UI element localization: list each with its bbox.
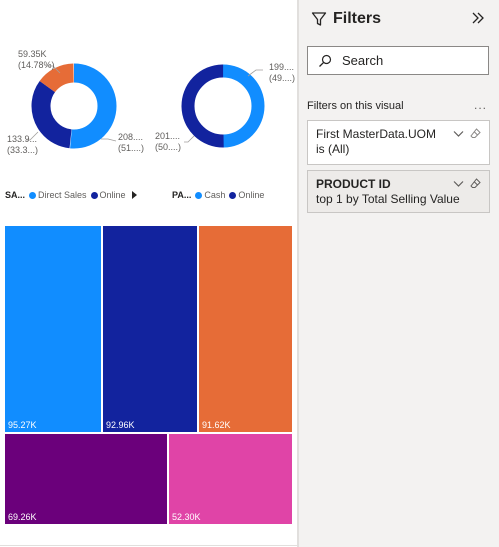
filter-card-title: PRODUCT ID (316, 177, 391, 191)
donut-left-label-2: 208.... (51....) (118, 132, 144, 154)
legend-label: Online (238, 190, 265, 200)
leader-line (184, 135, 195, 143)
label-value: 59.35K (18, 49, 47, 59)
donut-left-legend: SA... Direct Sales Online (5, 190, 137, 200)
collapse-pane-icon[interactable] (471, 11, 485, 30)
filter-card-subtitle: is (All) (316, 142, 350, 156)
label-value: 201.... (155, 131, 181, 141)
filters-pane: Filters Filters on this visual ... First… (299, 0, 499, 547)
donut-left-label-1: 59.35K (14.78%) (18, 49, 55, 71)
leader-line (101, 138, 117, 142)
donut-right-label-2: 201.... (50....) (155, 131, 181, 153)
donut-right-slices (181, 64, 265, 148)
filters-title: Filters (333, 10, 382, 27)
legend-dot (90, 191, 98, 199)
label-percent: (51....) (118, 143, 145, 153)
label-value: 199.... (269, 62, 295, 72)
treemap-tile[interactable]: 92.96K (102, 225, 198, 433)
search-icon (319, 54, 332, 67)
donut-left-slice-direct-sales[interactable] (31, 63, 117, 149)
label-value: 208.... (118, 132, 144, 142)
filter-funnel-icon (311, 12, 327, 26)
label-percent: (50....) (155, 142, 182, 152)
legend-dot (229, 191, 237, 199)
donut-left-slice-online[interactable] (31, 63, 117, 149)
label-value: 133.9... (7, 134, 38, 144)
label-percent: (14.78%) (18, 60, 55, 70)
filters-on-visual-label: Filters on this visual (307, 100, 404, 112)
tile-value-label: 52.30K (172, 512, 201, 522)
legend-dot (195, 191, 203, 199)
tile-value-label: 92.96K (106, 420, 135, 430)
sales-channel-donut-chart[interactable] (0, 40, 150, 170)
filter-card-uom[interactable]: First MasterData.UOM is (All) (307, 120, 490, 165)
legend-label: Online (99, 190, 126, 200)
donut-right-legend: PA... Cash Online (172, 190, 268, 200)
donut-right-label-1: 199.... (49....) (269, 62, 295, 84)
search-input[interactable] (340, 52, 474, 69)
double-chevron-right-icon (472, 12, 484, 24)
treemap-tile[interactable]: 69.26K (4, 433, 168, 525)
legend-next-arrow-icon[interactable] (131, 191, 137, 199)
report-canvas: 59.35K (14.78%) 208.... (51....) 133.9..… (0, 40, 297, 525)
donut-left-label-3: 133.9... (33.3...) (7, 134, 38, 156)
filter-card-subtitle: top 1 by Total Selling Value (316, 192, 460, 206)
canvas-bottom-border (0, 545, 297, 546)
tile-value-label: 69.26K (8, 512, 37, 522)
legend-item-online[interactable]: Online (90, 190, 126, 200)
legend-item-direct-sales[interactable]: Direct Sales (29, 190, 87, 200)
legend-item-online[interactable]: Online (229, 190, 264, 200)
chevron-down-icon[interactable] (453, 180, 464, 188)
filters-search-box[interactable] (307, 46, 489, 75)
legend-title: SA... (5, 190, 26, 200)
pane-divider (297, 0, 299, 547)
filter-card-product-id[interactable]: PRODUCT ID top 1 by Total Selling Value (307, 170, 490, 213)
leader-line (26, 131, 39, 141)
tile-value-label: 95.27K (8, 420, 37, 430)
donut-left-slices (31, 63, 117, 149)
legend-dot (29, 191, 37, 199)
treemap-tile[interactable]: 95.27K (4, 225, 102, 433)
product-treemap: 95.27K 92.96K 91.62K 69.26K 52.30K (4, 225, 293, 525)
treemap-tile[interactable]: 91.62K (198, 225, 293, 433)
chevron-down-icon[interactable] (453, 130, 464, 138)
filters-header: Filters (311, 10, 381, 28)
label-percent: (33.3...) (7, 145, 39, 155)
eraser-icon[interactable] (470, 178, 481, 189)
label-percent: (49....) (269, 73, 296, 83)
tile-value-label: 91.62K (202, 420, 231, 430)
leader-line (46, 65, 61, 74)
treemap-tile[interactable]: 52.30K (168, 433, 293, 525)
filter-card-title: First MasterData.UOM (316, 127, 437, 141)
legend-title: PA... (172, 190, 192, 200)
legend-item-cash[interactable]: Cash (195, 190, 225, 200)
legend-label: Direct Sales (38, 190, 87, 200)
more-options-button[interactable]: ... (474, 98, 488, 112)
leader-line (247, 69, 263, 77)
eraser-icon[interactable] (470, 128, 481, 139)
payment-mode-donut-chart[interactable] (150, 40, 297, 170)
legend-label: Cash (204, 190, 226, 200)
